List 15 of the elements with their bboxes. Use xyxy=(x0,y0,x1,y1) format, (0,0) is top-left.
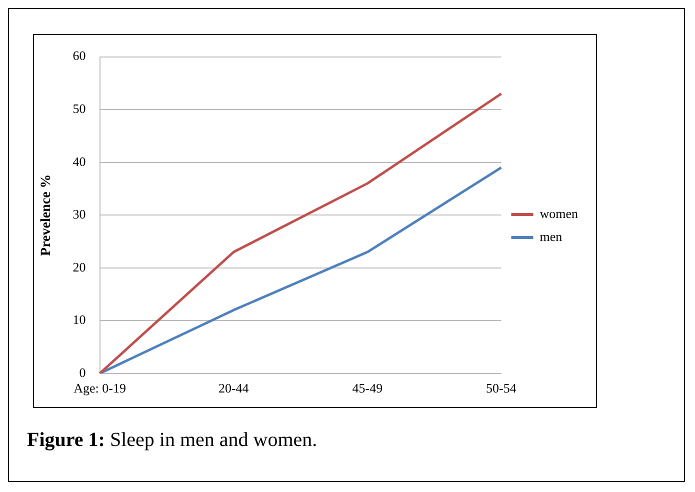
legend-label: women xyxy=(540,206,578,221)
legend-label: men xyxy=(540,228,563,244)
y-tick-label: 50 xyxy=(72,100,86,116)
y-axis-title: Prevelence % xyxy=(39,174,54,256)
x-tick-label: Age: 0-19 xyxy=(74,380,126,396)
y-tick-label: 20 xyxy=(72,259,86,274)
y-tick-label: 0 xyxy=(79,364,86,380)
x-tick-label: 20-44 xyxy=(218,380,250,396)
y-tick-label: 40 xyxy=(72,154,86,169)
y-tick-label: 30 xyxy=(72,206,86,222)
y-tick-label: 60 xyxy=(72,48,86,64)
caption: Figure 1: Sleep in men and women. xyxy=(27,429,318,452)
x-tick-label: 50-54 xyxy=(486,380,517,396)
y-tick-label: 10 xyxy=(72,312,86,328)
x-tick-label: 45-49 xyxy=(352,380,383,396)
